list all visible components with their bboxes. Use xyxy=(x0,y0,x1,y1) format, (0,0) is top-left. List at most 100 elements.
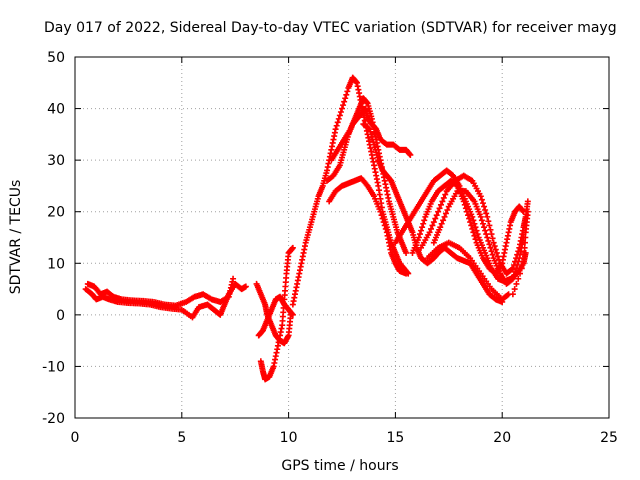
data-point xyxy=(508,276,515,283)
data-point xyxy=(380,219,387,226)
data-point xyxy=(337,109,344,116)
data-point xyxy=(416,231,423,238)
data-point xyxy=(242,283,249,290)
data-point xyxy=(440,217,447,224)
data-point xyxy=(509,291,516,298)
y-tick-label: 20 xyxy=(47,205,65,221)
data-point xyxy=(485,237,492,244)
series-track-9 xyxy=(328,95,410,256)
data-point xyxy=(430,219,437,226)
data-point xyxy=(439,198,446,205)
data-point xyxy=(495,256,502,263)
data-point xyxy=(403,270,410,277)
series-track-4 xyxy=(257,244,296,383)
axis-ticks xyxy=(74,56,610,419)
chart-title: Day 017 of 2022, Sidereal Day-to-day VTE… xyxy=(44,20,617,36)
data-point xyxy=(483,231,490,238)
data-point xyxy=(521,239,528,246)
x-tick-labels: 0 5 10 15 20 25 xyxy=(71,430,618,446)
y-tick-label: 40 xyxy=(47,102,65,118)
data-point xyxy=(442,191,449,198)
data-point xyxy=(418,227,425,234)
data-point xyxy=(435,208,442,215)
data-point xyxy=(470,229,477,236)
data-point xyxy=(426,229,433,236)
y-tick-label: 30 xyxy=(47,153,65,169)
data-point xyxy=(343,91,350,98)
data-point xyxy=(334,119,341,126)
data-point xyxy=(482,227,489,234)
data-point xyxy=(460,198,467,205)
data-point xyxy=(520,255,527,262)
data-point xyxy=(493,249,500,256)
data-point xyxy=(473,227,480,234)
data-point xyxy=(332,126,339,133)
data-point xyxy=(478,217,485,224)
y-tick-label: 0 xyxy=(56,308,65,324)
data-point xyxy=(490,239,497,246)
data-point xyxy=(512,268,519,275)
data-point xyxy=(522,234,529,241)
data-point xyxy=(484,234,491,241)
data-point xyxy=(487,226,494,233)
y-tick-label: 10 xyxy=(47,256,65,272)
data-point xyxy=(467,219,474,226)
data-point xyxy=(514,262,521,269)
series-track-16 xyxy=(509,208,531,298)
data-point xyxy=(504,292,511,299)
data-point xyxy=(340,102,347,109)
data-point xyxy=(377,208,384,215)
data-point xyxy=(339,105,345,112)
series-track-14 xyxy=(430,188,527,287)
data-point xyxy=(421,217,428,224)
data-point xyxy=(437,224,444,231)
data-point xyxy=(444,206,451,213)
x-axis-label: GPS time / hours xyxy=(281,458,398,474)
data-point xyxy=(461,201,468,208)
data-point xyxy=(489,235,496,242)
data-point xyxy=(365,125,372,132)
data-point xyxy=(486,241,493,248)
series-track-2 xyxy=(84,275,237,309)
series-track-15 xyxy=(424,239,512,303)
data-point xyxy=(378,212,385,219)
data-point xyxy=(478,196,485,203)
data-point xyxy=(341,98,348,105)
data-point xyxy=(491,243,498,250)
data-point xyxy=(511,286,518,293)
data-point xyxy=(479,200,486,207)
data-point xyxy=(438,220,445,227)
data-point xyxy=(465,212,472,219)
data-point xyxy=(472,236,479,243)
x-tick-label: 10 xyxy=(280,430,298,446)
data-point xyxy=(518,265,525,272)
data-point xyxy=(513,265,520,272)
series-track-8 xyxy=(326,175,410,277)
data-point xyxy=(487,244,494,251)
data-point xyxy=(230,275,237,282)
data-points xyxy=(82,74,531,383)
data-point xyxy=(482,206,489,213)
x-tick-label: 5 xyxy=(177,430,186,446)
y-axis-label: SDTVAR / TECUs xyxy=(8,180,24,295)
data-point xyxy=(381,222,388,229)
data-point xyxy=(520,260,527,267)
data-point xyxy=(415,234,422,241)
data-point xyxy=(515,275,522,282)
data-point xyxy=(289,311,296,318)
data-point xyxy=(515,258,522,265)
data-point xyxy=(479,220,486,227)
data-point xyxy=(477,193,484,200)
data-point xyxy=(463,208,470,215)
x-tick-label: 15 xyxy=(386,430,404,446)
x-tick-label: 0 xyxy=(71,430,80,446)
data-point xyxy=(484,213,491,220)
data-point xyxy=(336,112,343,119)
data-point xyxy=(442,210,449,217)
data-point xyxy=(466,215,473,222)
data-point xyxy=(521,249,528,256)
data-point xyxy=(470,217,477,224)
data-point xyxy=(433,212,440,219)
y-tick-label: 50 xyxy=(47,50,65,66)
